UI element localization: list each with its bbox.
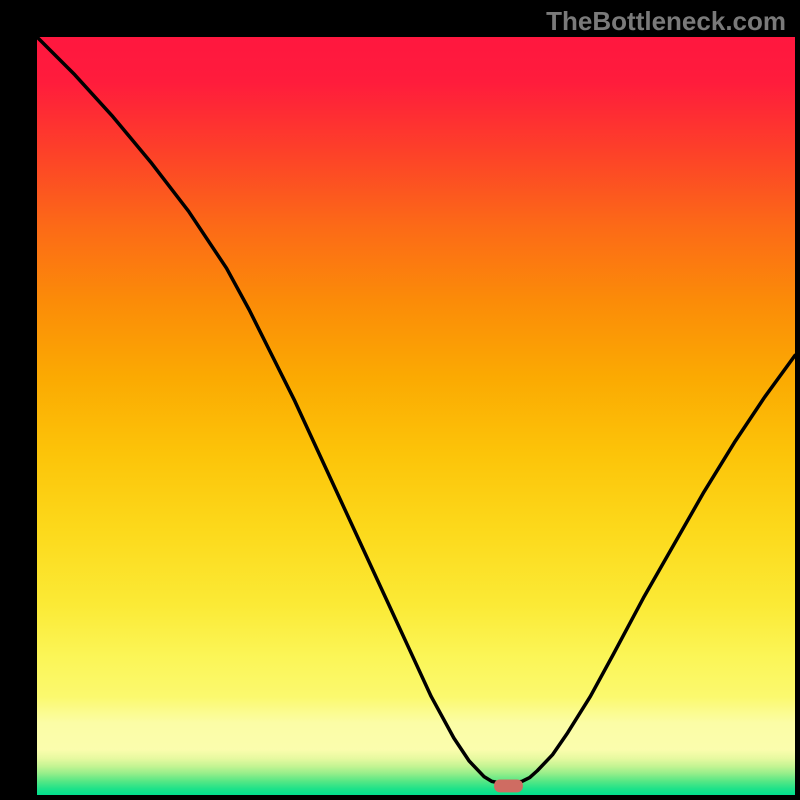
watermark-text: TheBottleneck.com: [546, 6, 786, 37]
chart-container: TheBottleneck.com: [0, 0, 800, 800]
optimum-marker: [494, 779, 523, 792]
bottleneck-chart: [0, 0, 800, 800]
chart-plot-background: [37, 37, 795, 795]
